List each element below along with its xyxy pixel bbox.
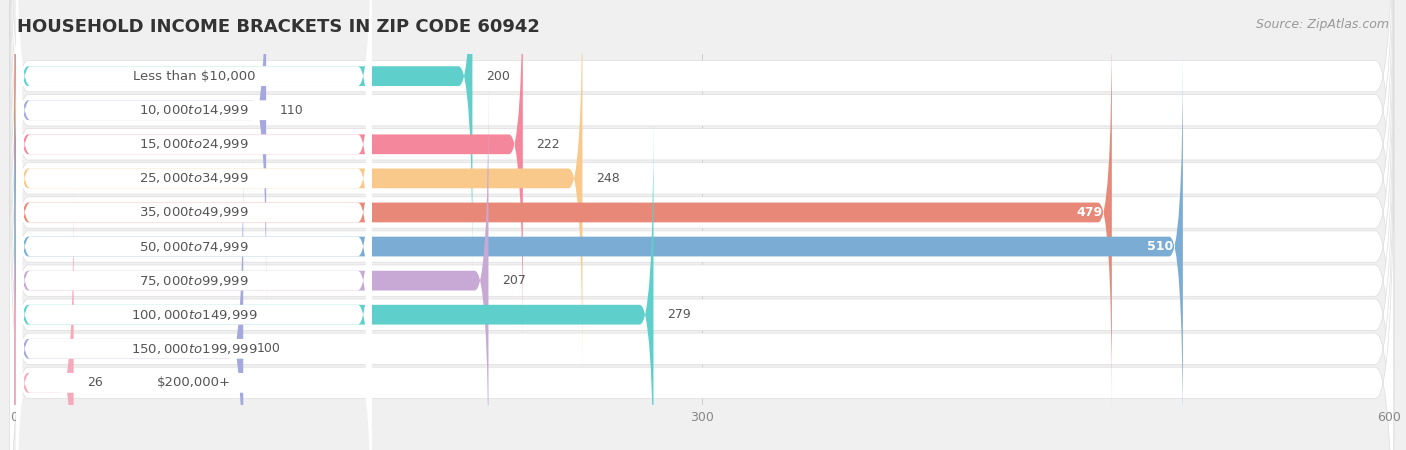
FancyBboxPatch shape — [14, 188, 73, 450]
FancyBboxPatch shape — [14, 154, 243, 450]
FancyBboxPatch shape — [10, 92, 1393, 450]
FancyBboxPatch shape — [14, 0, 472, 271]
FancyBboxPatch shape — [17, 52, 371, 441]
FancyBboxPatch shape — [17, 154, 371, 450]
Text: 26: 26 — [87, 376, 103, 389]
Text: 110: 110 — [280, 104, 304, 117]
Text: 222: 222 — [537, 138, 560, 151]
Text: Source: ZipAtlas.com: Source: ZipAtlas.com — [1256, 18, 1389, 31]
FancyBboxPatch shape — [10, 0, 1393, 435]
FancyBboxPatch shape — [17, 0, 371, 305]
Text: 207: 207 — [502, 274, 526, 287]
Text: 248: 248 — [596, 172, 620, 185]
FancyBboxPatch shape — [14, 0, 582, 373]
FancyBboxPatch shape — [10, 0, 1393, 367]
FancyBboxPatch shape — [10, 0, 1393, 401]
Text: $50,000 to $74,999: $50,000 to $74,999 — [139, 239, 249, 253]
FancyBboxPatch shape — [14, 18, 1112, 407]
FancyBboxPatch shape — [10, 58, 1393, 450]
FancyBboxPatch shape — [17, 188, 371, 450]
Text: 510: 510 — [1147, 240, 1174, 253]
Text: $25,000 to $34,999: $25,000 to $34,999 — [139, 171, 249, 185]
Text: $150,000 to $199,999: $150,000 to $199,999 — [131, 342, 257, 356]
FancyBboxPatch shape — [10, 24, 1393, 450]
FancyBboxPatch shape — [14, 52, 1182, 441]
Text: 279: 279 — [668, 308, 690, 321]
FancyBboxPatch shape — [10, 126, 1393, 450]
Text: $35,000 to $49,999: $35,000 to $49,999 — [139, 206, 249, 220]
FancyBboxPatch shape — [17, 0, 371, 373]
FancyBboxPatch shape — [14, 120, 654, 450]
FancyBboxPatch shape — [17, 120, 371, 450]
Text: $15,000 to $24,999: $15,000 to $24,999 — [139, 137, 249, 151]
Text: 479: 479 — [1077, 206, 1102, 219]
FancyBboxPatch shape — [17, 0, 371, 339]
FancyBboxPatch shape — [14, 0, 266, 305]
Text: 100: 100 — [257, 342, 281, 355]
FancyBboxPatch shape — [10, 0, 1393, 333]
Text: HOUSEHOLD INCOME BRACKETS IN ZIP CODE 60942: HOUSEHOLD INCOME BRACKETS IN ZIP CODE 60… — [17, 18, 540, 36]
FancyBboxPatch shape — [10, 0, 1393, 450]
FancyBboxPatch shape — [17, 18, 371, 407]
FancyBboxPatch shape — [14, 0, 523, 339]
FancyBboxPatch shape — [17, 0, 371, 271]
FancyBboxPatch shape — [17, 86, 371, 450]
Text: $75,000 to $99,999: $75,000 to $99,999 — [139, 274, 249, 288]
FancyBboxPatch shape — [10, 0, 1393, 450]
Text: Less than $10,000: Less than $10,000 — [132, 70, 256, 83]
Text: $10,000 to $14,999: $10,000 to $14,999 — [139, 103, 249, 117]
Text: $100,000 to $149,999: $100,000 to $149,999 — [131, 308, 257, 322]
Text: 200: 200 — [486, 70, 510, 83]
Text: $200,000+: $200,000+ — [157, 376, 231, 389]
FancyBboxPatch shape — [14, 86, 488, 450]
